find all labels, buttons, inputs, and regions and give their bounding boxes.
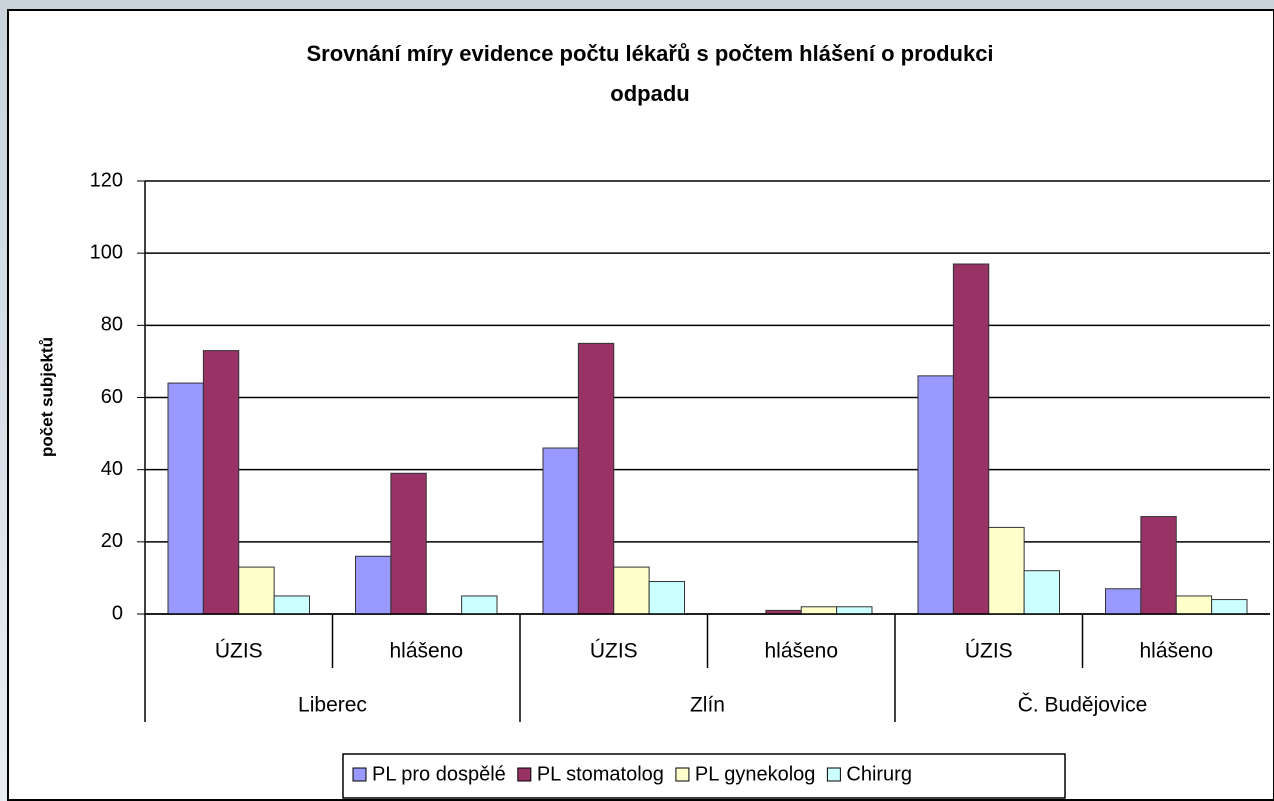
- bar: [1175, 595, 1213, 615]
- bar: [1211, 599, 1248, 615]
- bar: [355, 555, 392, 615]
- legend-label: PL stomatolog: [537, 763, 664, 785]
- y-tick-label: 120: [90, 169, 123, 191]
- group-label: Č. Budějovice: [1018, 694, 1148, 717]
- bar: [1105, 588, 1142, 615]
- bar: [648, 581, 685, 615]
- x-tick-label: ÚZIS: [215, 640, 263, 663]
- legend-swatch: [352, 767, 367, 782]
- bar: [917, 375, 954, 615]
- bar: [273, 595, 310, 615]
- bar: [1023, 570, 1060, 615]
- legend-label: PL gynekolog: [695, 763, 815, 785]
- x-tick-label: hlášeno: [389, 640, 463, 663]
- bar: [1140, 516, 1177, 615]
- x-tick-label: ÚZIS: [590, 640, 638, 663]
- bar: [952, 263, 990, 615]
- group-label: Liberec: [298, 694, 367, 717]
- x-tick-label: hlášeno: [1139, 640, 1213, 663]
- bar: [836, 606, 873, 615]
- y-tick-label: 60: [101, 386, 123, 408]
- bar: [238, 566, 275, 615]
- y-tick-label: 80: [101, 314, 123, 336]
- y-tick-label: 40: [101, 458, 123, 480]
- bar: [577, 342, 615, 615]
- y-tick-label: 0: [112, 602, 123, 624]
- bar: [988, 526, 1025, 615]
- legend-box: [342, 753, 1066, 799]
- x-tick-label: hlášeno: [764, 640, 838, 663]
- legend-swatch: [517, 767, 532, 782]
- y-tick-label: 100: [90, 241, 123, 263]
- bar: [613, 566, 650, 615]
- legend-label: PL pro dospělé: [372, 763, 506, 785]
- y-tick-label: 20: [101, 530, 123, 552]
- bar: [167, 382, 204, 615]
- y-axis-label: počet subjektů: [37, 337, 56, 457]
- legend-swatch: [675, 767, 690, 782]
- bar: [202, 350, 240, 615]
- chart-title: odpadu: [610, 81, 689, 106]
- bar: [542, 447, 579, 615]
- chart-title: Srovnání míry evidence počtu lékařů s po…: [306, 41, 993, 66]
- bar: [800, 606, 838, 615]
- x-tick-label: ÚZIS: [965, 640, 1013, 663]
- bar: [461, 595, 498, 615]
- legend-label: Chirurg: [846, 763, 912, 785]
- legend-swatch: [826, 767, 841, 782]
- bar: [390, 472, 427, 615]
- group-label: Zlín: [690, 694, 725, 717]
